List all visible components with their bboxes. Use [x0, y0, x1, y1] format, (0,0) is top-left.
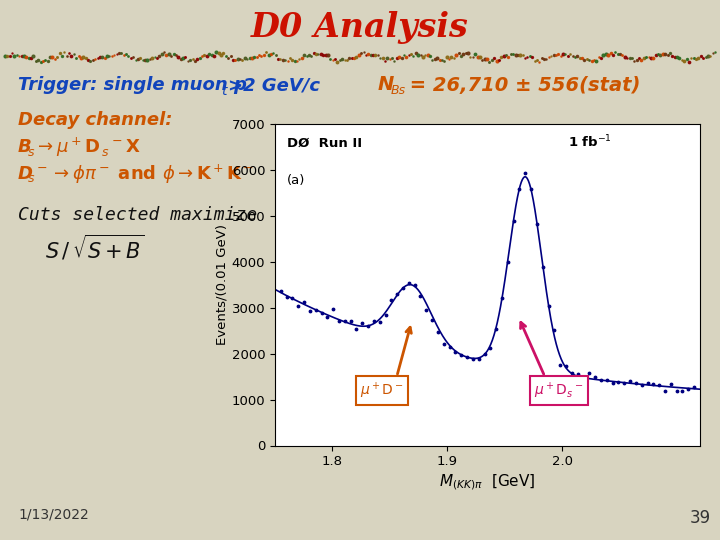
Text: $\mu^+$D$^-$: $\mu^+$D$^-$ [360, 380, 404, 401]
Text: B: B [18, 138, 32, 156]
Text: Trigger: single muon p: Trigger: single muon p [18, 76, 247, 94]
Text: D0 Analysis: D0 Analysis [251, 11, 469, 44]
Text: $S\,/\,\sqrt{S+B}$: $S\,/\,\sqrt{S+B}$ [45, 233, 145, 262]
Text: >2 GeV/c: >2 GeV/c [228, 76, 320, 94]
X-axis label: $M_{(KK)\pi}$  [GeV]: $M_{(KK)\pi}$ [GeV] [439, 472, 536, 492]
Text: 1 fb$^{-1}$: 1 fb$^{-1}$ [568, 133, 612, 150]
Y-axis label: Events/(0.01 GeV): Events/(0.01 GeV) [216, 224, 229, 346]
Text: s: s [28, 172, 35, 186]
Text: Decay channel:: Decay channel: [18, 111, 173, 129]
Text: $\rightarrow\mu^+$D: $\rightarrow\mu^+$D [34, 136, 100, 159]
Text: $^-$X: $^-$X [109, 138, 140, 156]
Text: DØ  Run II: DØ Run II [287, 137, 361, 150]
Text: Bs: Bs [391, 84, 406, 98]
Text: s: s [28, 145, 35, 159]
Text: N: N [378, 76, 395, 94]
Text: t: t [221, 84, 227, 98]
Text: (a): (a) [287, 174, 305, 187]
Text: 39: 39 [690, 509, 711, 527]
Text: D: D [18, 165, 33, 183]
Text: $\mu^+$D$_s$$^-$: $\mu^+$D$_s$$^-$ [534, 380, 583, 401]
Text: Cuts selected maximize: Cuts selected maximize [18, 206, 257, 224]
Text: s: s [102, 145, 109, 159]
Text: 1/13/2022: 1/13/2022 [18, 508, 89, 522]
Text: = 26,710 ± 556(stat): = 26,710 ± 556(stat) [403, 76, 640, 94]
Text: $^-\rightarrow\phi\pi^-$ and $\phi\rightarrow$K$^+$K$^-$: $^-\rightarrow\phi\pi^-$ and $\phi\right… [34, 163, 254, 186]
